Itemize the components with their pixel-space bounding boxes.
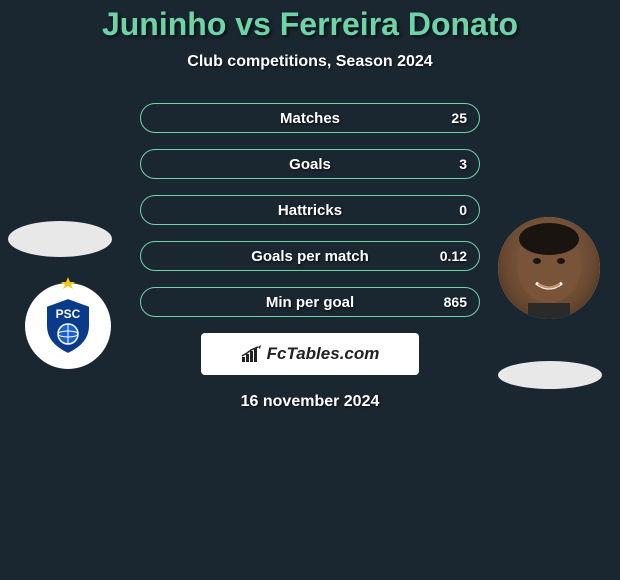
brand-box[interactable]: FcTables.com: [201, 333, 419, 375]
stat-label: Min per goal: [141, 294, 479, 311]
stat-label: Matches: [141, 110, 479, 127]
stat-row-min-per-goal: Min per goal 865: [140, 287, 480, 317]
stat-value-right: 3: [459, 156, 467, 172]
stat-value-right: 25: [451, 110, 467, 126]
subtitle: Club competitions, Season 2024: [0, 53, 620, 71]
brand-text: FcTables.com: [267, 344, 380, 364]
stats-area: PSC Matche: [0, 103, 620, 317]
date-text: 16 november 2024: [0, 393, 620, 411]
stat-label: Goals per match: [141, 248, 479, 265]
stat-label: Goals: [141, 156, 479, 173]
chart-icon: [241, 345, 263, 363]
stat-row-goals: Goals 3: [140, 149, 480, 179]
stat-label: Hattricks: [141, 202, 479, 219]
player-2-badge-bottom: [498, 361, 602, 389]
stat-row-goals-per-match: Goals per match 0.12: [140, 241, 480, 271]
shield-icon: PSC: [40, 296, 96, 356]
player-1-club-badge: PSC: [18, 283, 118, 369]
page-title: Juninho vs Ferreira Donato: [0, 0, 620, 43]
stat-value-right: 0: [459, 202, 467, 218]
stat-row-hattricks: Hattricks 0: [140, 195, 480, 225]
face-icon: [498, 217, 600, 319]
player-2-photo: [498, 217, 600, 319]
stat-value-right: 865: [444, 294, 467, 310]
svg-text:PSC: PSC: [56, 307, 81, 321]
star-icon: [18, 277, 118, 289]
player-1-badge-top: [8, 221, 112, 257]
stat-value-right: 0.12: [440, 248, 467, 264]
stat-row-matches: Matches 25: [140, 103, 480, 133]
